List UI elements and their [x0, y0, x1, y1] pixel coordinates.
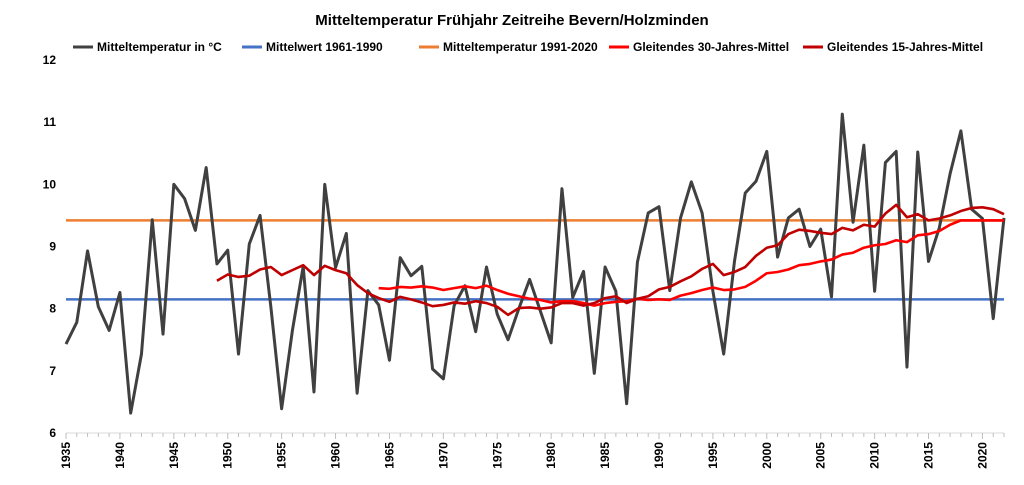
x-tick-label: 1945	[167, 442, 181, 469]
legend: Mitteltemperatur in °C Mittelwert 1961-19…	[73, 40, 983, 54]
y-tick-label: 7	[49, 364, 56, 378]
y-tick-label: 11	[43, 115, 56, 129]
x-tick-label: 1965	[382, 442, 396, 469]
x-tick-label: 1960	[329, 442, 343, 469]
legend-label: Mittelwert 1961-1990	[266, 40, 383, 54]
x-tick-label: 1990	[652, 442, 666, 469]
chart-title: Mitteltemperatur Frühjahr Zeitreihe Beve…	[315, 12, 708, 29]
x-tick-label: 1995	[706, 442, 720, 469]
x-tick-label: 2015	[922, 442, 936, 469]
x-tick-label: 2010	[868, 442, 882, 469]
series-line-4	[216, 203, 1005, 317]
y-tick-label: 8	[49, 302, 56, 316]
x-tick-label: 1975	[490, 442, 504, 469]
x-tick-label: 1935	[59, 442, 73, 469]
y-tick-label: 12	[43, 53, 57, 67]
x-tick-label: 1950	[221, 442, 235, 469]
series-line-0	[64, 112, 1006, 415]
axes: 6 7 8 9 10 11 12 1935 1940 1945 1950 1955 1960 1965 19…	[43, 53, 1005, 469]
x-tick-label: 2000	[760, 442, 774, 469]
x-tick-label: 2020	[975, 442, 989, 469]
legend-label: Mitteltemperatur in °C	[97, 40, 222, 54]
legend-label: Mitteltemperatur 1991-2020	[443, 40, 598, 54]
x-tick-label: 2005	[814, 442, 828, 469]
plot-area	[64, 112, 1006, 415]
y-tick-label: 6	[49, 426, 56, 440]
x-tick-label: 1985	[598, 442, 612, 469]
x-tick-label: 1980	[544, 442, 558, 469]
x-tick-label: 1970	[436, 442, 450, 469]
y-tick-label: 10	[43, 177, 57, 191]
x-tick-label: 1940	[113, 442, 127, 469]
legend-label: Gleitendes 30-Jahres-Mittel	[633, 40, 789, 54]
legend-label: Gleitendes 15-Jahres-Mittel	[827, 40, 983, 54]
y-tick-label: 9	[49, 240, 56, 254]
x-tick-label: 1955	[275, 442, 289, 469]
